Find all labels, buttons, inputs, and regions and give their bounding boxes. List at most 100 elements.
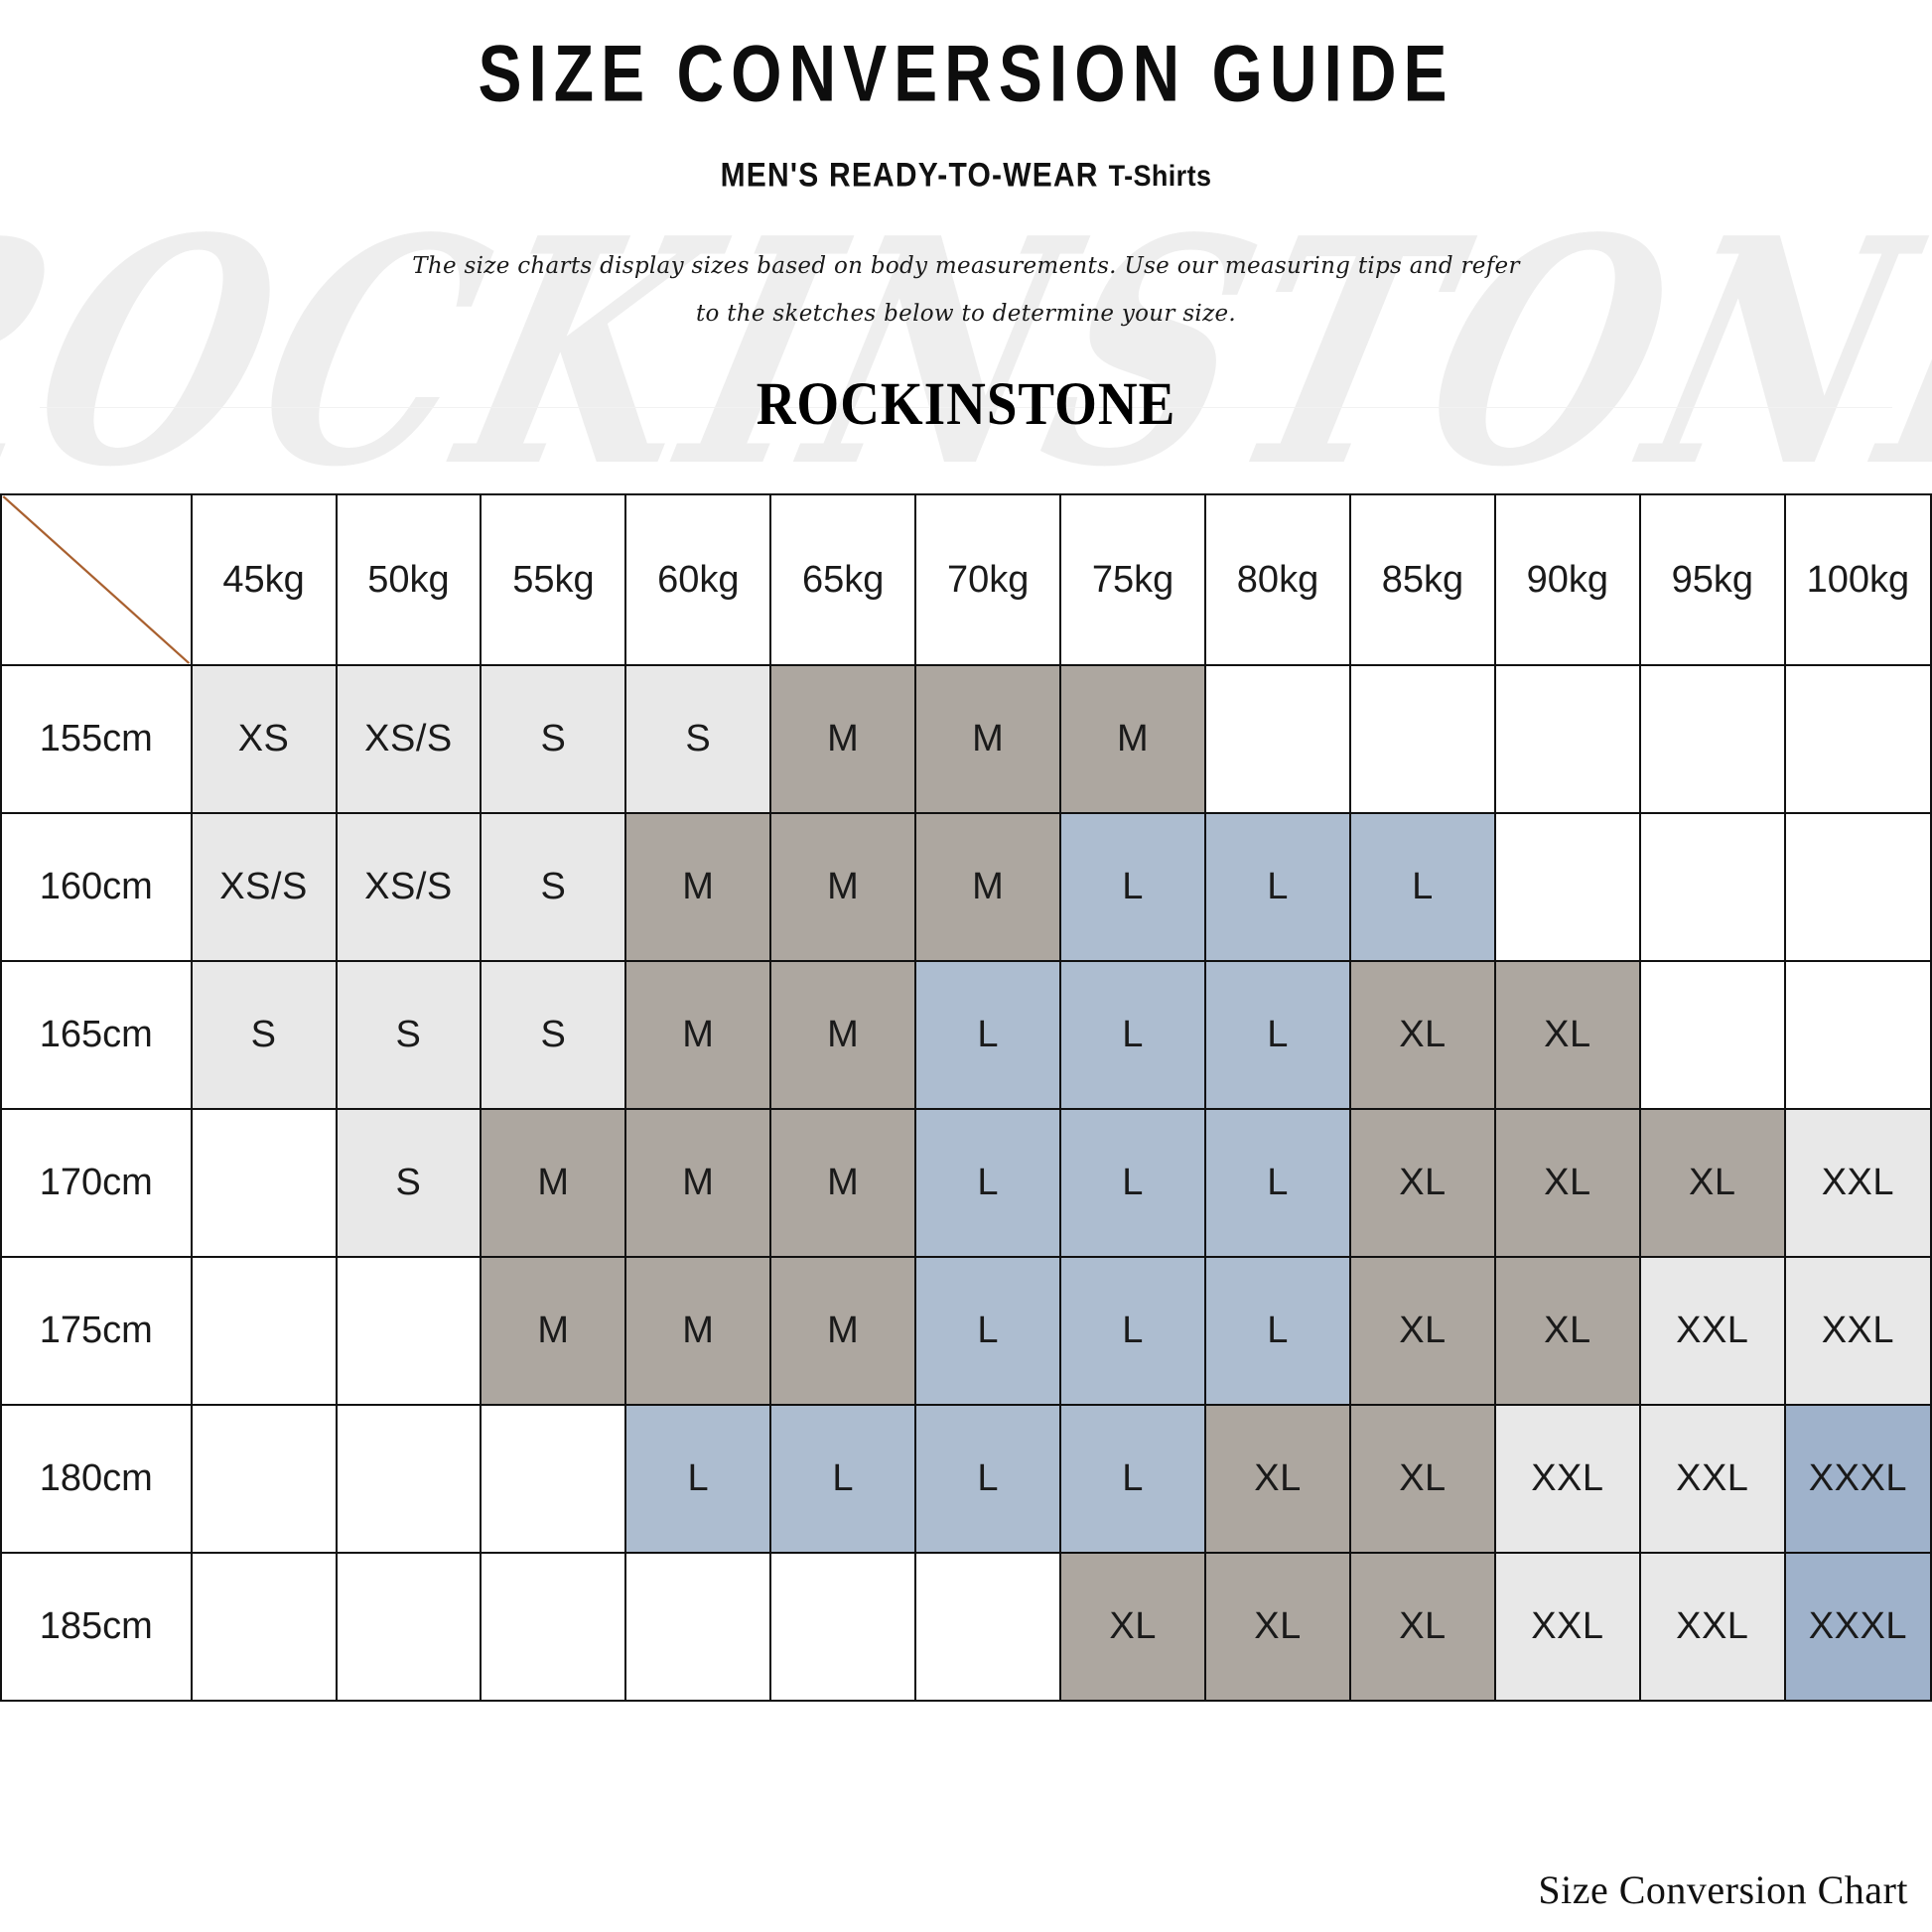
size-cell: L bbox=[1204, 1108, 1351, 1258]
weight-column-header: 70kg bbox=[914, 493, 1062, 666]
size-cell: L bbox=[1059, 1256, 1207, 1406]
table-header-row: 45kg 50kg 55kg 60kg 65kg 70kg 75kg 80kg 85kg 90kg… bbox=[0, 493, 1932, 666]
size-cell-empty bbox=[335, 1552, 483, 1702]
size-cell: XL bbox=[1348, 1108, 1496, 1258]
weight-column-header: 95kg bbox=[1638, 493, 1786, 666]
size-cell: XL bbox=[1638, 1108, 1786, 1258]
weight-column-header: 55kg bbox=[480, 493, 627, 666]
size-cell-empty bbox=[769, 1552, 917, 1702]
size-cell-empty bbox=[1783, 812, 1932, 962]
size-cell: L bbox=[769, 1404, 917, 1554]
size-cell: XXL bbox=[1638, 1256, 1786, 1406]
height-row-header: 165cm bbox=[0, 960, 193, 1110]
weight-column-header: 75kg bbox=[1059, 493, 1207, 666]
size-cell: M bbox=[769, 1256, 917, 1406]
table-row: 160cm XS/S XS/S S M M M L L L bbox=[0, 812, 1932, 962]
size-cell: M bbox=[914, 664, 1062, 814]
height-row-header: 155cm bbox=[0, 664, 193, 814]
size-cell: M bbox=[624, 1256, 772, 1406]
height-row-header: 170cm bbox=[0, 1108, 193, 1258]
size-cell: S bbox=[335, 1108, 483, 1258]
height-row-header: 160cm bbox=[0, 812, 193, 962]
table-row: 155cm XS XS/S S S M M M bbox=[0, 664, 1932, 814]
size-cell-empty bbox=[190, 1256, 338, 1406]
document-header: SIZE CONVERSION GUIDE MEN'S READY-TO-WEA… bbox=[0, 0, 1932, 437]
size-cell: XL bbox=[1059, 1552, 1207, 1702]
size-cell-empty bbox=[914, 1552, 1062, 1702]
size-cell: S bbox=[480, 812, 627, 962]
weight-column-header: 50kg bbox=[335, 493, 483, 666]
size-cell: M bbox=[624, 812, 772, 962]
size-cell-empty bbox=[335, 1404, 483, 1554]
size-cell-empty bbox=[1638, 664, 1786, 814]
size-cell-empty bbox=[190, 1552, 338, 1702]
size-cell: S bbox=[624, 664, 772, 814]
size-cell: M bbox=[769, 1108, 917, 1258]
footer: Size Conversion Chart bbox=[0, 1866, 1932, 1913]
size-cell: XS bbox=[190, 664, 338, 814]
size-cell: XS/S bbox=[335, 812, 483, 962]
size-cell: S bbox=[480, 960, 627, 1110]
size-cell: XL bbox=[1348, 1256, 1496, 1406]
size-table-container: 45kg 50kg 55kg 60kg 65kg 70kg 75kg 80kg 85kg 90kg… bbox=[0, 493, 1932, 1702]
intro-paragraph: The size charts display sizes based on b… bbox=[412, 253, 1520, 328]
table-row: 185cm XL XL XL XXL XXL XXXL bbox=[0, 1552, 1932, 1702]
size-cell: XXL bbox=[1638, 1552, 1786, 1702]
page-title: SIZE CONVERSION GUIDE bbox=[478, 28, 1454, 118]
footer-caption: Size Conversion Chart bbox=[1538, 1867, 1908, 1912]
brand-name: ROCKINSTONE bbox=[756, 368, 1176, 438]
size-cell-empty bbox=[335, 1256, 483, 1406]
size-cell-empty bbox=[190, 1108, 338, 1258]
size-cell: M bbox=[624, 960, 772, 1110]
size-cell: XL bbox=[1493, 1256, 1641, 1406]
size-cell: L bbox=[914, 1108, 1062, 1258]
size-cell: L bbox=[914, 1404, 1062, 1554]
size-cell: M bbox=[769, 812, 917, 962]
size-cell: XXL bbox=[1783, 1256, 1932, 1406]
size-cell: S bbox=[480, 664, 627, 814]
subtitle-product: T-Shirts bbox=[1108, 158, 1212, 192]
weight-column-header: 45kg bbox=[190, 493, 338, 666]
size-cell: L bbox=[1059, 812, 1207, 962]
size-cell-empty bbox=[190, 1404, 338, 1554]
size-cell-empty bbox=[480, 1404, 627, 1554]
height-row-header: 180cm bbox=[0, 1404, 193, 1554]
size-cell: L bbox=[1204, 1256, 1351, 1406]
table-row: 180cm L L L L XL XL XXL XXL XXXL bbox=[0, 1404, 1932, 1554]
height-row-header: 185cm bbox=[0, 1552, 193, 1702]
size-cell: L bbox=[1059, 1108, 1207, 1258]
size-cell: XXL bbox=[1638, 1404, 1786, 1554]
size-cell: L bbox=[1059, 960, 1207, 1110]
size-cell-empty bbox=[624, 1552, 772, 1702]
size-cell: XL bbox=[1493, 960, 1641, 1110]
size-cell-empty bbox=[1783, 960, 1932, 1110]
weight-column-header: 65kg bbox=[769, 493, 917, 666]
size-cell: XL bbox=[1204, 1552, 1351, 1702]
subtitle: MEN'S READY-TO-WEAR T-Shirts bbox=[0, 156, 1932, 194]
size-cell: M bbox=[624, 1108, 772, 1258]
size-cell-empty bbox=[1204, 664, 1351, 814]
diagonal-divider-icon bbox=[2, 495, 191, 664]
size-cell: XL bbox=[1348, 1404, 1496, 1554]
size-cell: M bbox=[1059, 664, 1207, 814]
size-cell-empty bbox=[1638, 960, 1786, 1110]
size-cell-empty bbox=[480, 1552, 627, 1702]
size-cell: L bbox=[1204, 960, 1351, 1110]
size-cell-empty bbox=[1783, 664, 1932, 814]
size-cell: L bbox=[1348, 812, 1496, 962]
size-cell: M bbox=[480, 1256, 627, 1406]
size-cell: M bbox=[914, 812, 1062, 962]
size-cell: XL bbox=[1348, 1552, 1496, 1702]
watermark-divider bbox=[40, 407, 1892, 408]
size-cell: M bbox=[480, 1108, 627, 1258]
size-cell-empty bbox=[1493, 812, 1641, 962]
size-cell: M bbox=[769, 664, 917, 814]
size-cell-empty bbox=[1638, 812, 1786, 962]
size-cell: XXL bbox=[1493, 1552, 1641, 1702]
weight-column-header: 80kg bbox=[1204, 493, 1351, 666]
size-cell-empty bbox=[1348, 664, 1496, 814]
size-cell: L bbox=[624, 1404, 772, 1554]
size-cell: XXL bbox=[1493, 1404, 1641, 1554]
size-cell: XXL bbox=[1783, 1108, 1932, 1258]
